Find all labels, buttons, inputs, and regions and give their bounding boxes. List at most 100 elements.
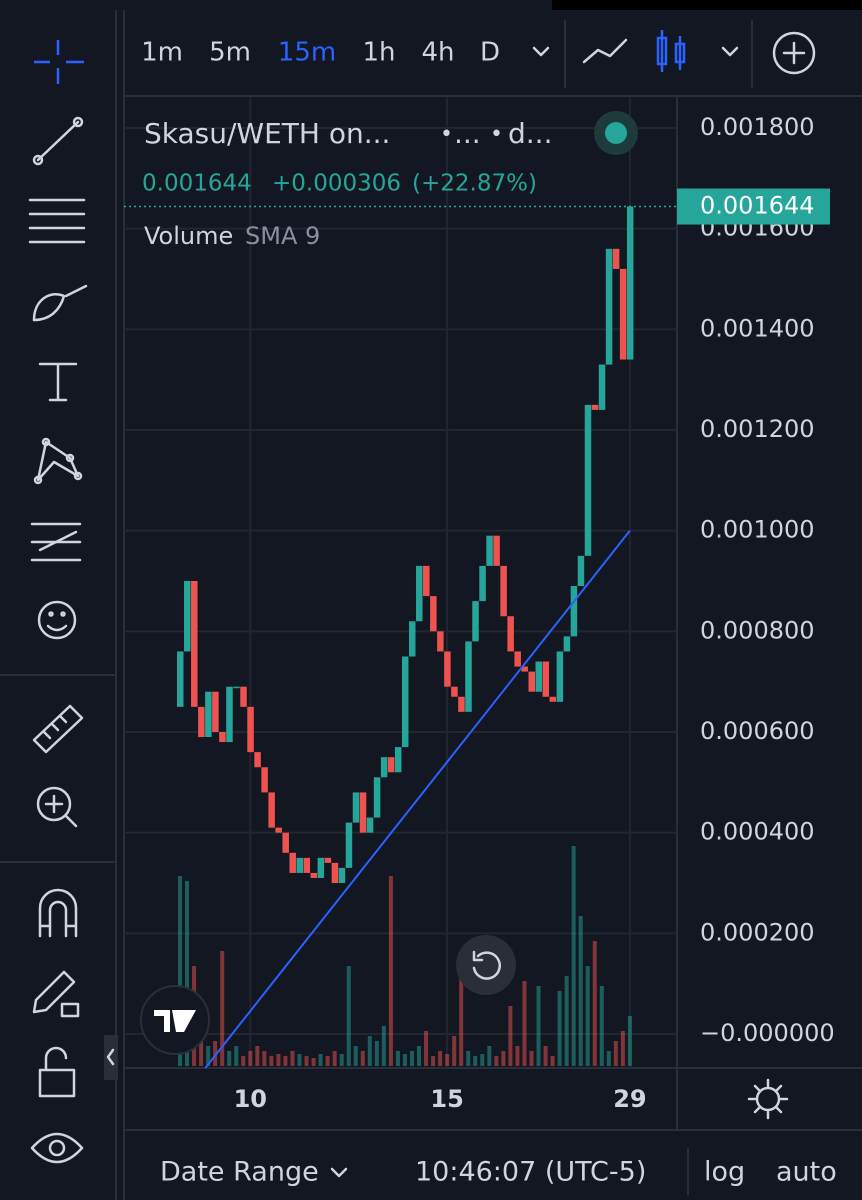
- date-range[interactable]: Date Range: [160, 1157, 319, 1188]
- separator: •: [490, 122, 503, 147]
- volume-bar: [276, 1054, 281, 1066]
- volume-bar: [339, 1054, 344, 1066]
- legend-change: +0.000306: [272, 171, 401, 197]
- symbol[interactable]: Skasu/WETH on...: [144, 117, 390, 150]
- fib-tool[interactable]: [28, 198, 86, 244]
- volume-bar: [220, 951, 225, 1066]
- collapse-handle[interactable]: [104, 1035, 118, 1080]
- candle-body: [324, 857, 332, 863]
- ruler-tool[interactable]: [32, 704, 84, 754]
- reset-button[interactable]: [456, 935, 516, 995]
- candle-body: [268, 792, 275, 828]
- volume-bar: [459, 971, 464, 1066]
- timeframe-button[interactable]: 15m: [278, 38, 336, 68]
- log-toggle[interactable]: log: [704, 1157, 745, 1188]
- candle-body: [507, 616, 514, 652]
- settings-button[interactable]: [747, 1078, 789, 1120]
- candle-body: [289, 852, 296, 873]
- candle-body: [345, 822, 353, 868]
- clock: 10:46:07 (UTC-5): [415, 1157, 646, 1188]
- volume-bar: [543, 1046, 548, 1066]
- forecast-tool[interactable]: [30, 522, 82, 562]
- brush-tool[interactable]: [32, 284, 88, 322]
- volume-bar: [346, 966, 351, 1066]
- date-range-menu[interactable]: [330, 1167, 348, 1178]
- left-toolbar: [28, 40, 118, 1164]
- volume-bar: [613, 1041, 618, 1066]
- timeframe-bar: 1m 5m 15m 1h 4h D: [141, 38, 500, 68]
- candle-body: [380, 757, 388, 778]
- crosshair-tool[interactable]: [34, 40, 84, 84]
- trendline: [204, 530, 631, 1069]
- candle-body: [233, 686, 240, 689]
- visibility-tool[interactable]: [30, 1132, 84, 1164]
- candle-body: [282, 832, 289, 853]
- price-label: −0.000000: [700, 1019, 835, 1047]
- chart-style-line[interactable]: [582, 38, 628, 64]
- volume-bar: [522, 981, 527, 1066]
- volume-bar: [578, 916, 583, 1066]
- volume-bar: [480, 1054, 485, 1066]
- volume-bar: [557, 991, 562, 1066]
- candle-body: [626, 206, 634, 360]
- candle-body: [408, 621, 416, 657]
- timeframe-button[interactable]: 1m: [141, 38, 183, 68]
- candle-body: [247, 706, 254, 753]
- lock-drawing-tool[interactable]: [32, 970, 80, 1018]
- candle-body: [352, 792, 360, 823]
- candle-body: [219, 732, 226, 743]
- indicator-name[interactable]: Volume: [144, 222, 233, 250]
- source: d...: [508, 117, 552, 150]
- timeframe-button[interactable]: 5m: [209, 38, 251, 68]
- volume-bar: [353, 1046, 358, 1066]
- trendline-tool[interactable]: [32, 116, 84, 166]
- volume-bar: [564, 976, 569, 1066]
- candle-body: [310, 872, 318, 878]
- candle-body: [479, 565, 486, 602]
- candle-body: [570, 586, 578, 637]
- volume-bar: [620, 1031, 625, 1066]
- text-tool[interactable]: [38, 362, 78, 402]
- timeframe-button[interactable]: 4h: [421, 38, 454, 68]
- emoji-tool[interactable]: [37, 600, 77, 640]
- volume-bar: [325, 1056, 330, 1066]
- volume-bar: [311, 1058, 316, 1066]
- tv-logo[interactable]: [140, 985, 210, 1055]
- zoom-tool[interactable]: [36, 786, 78, 828]
- volume-bar: [318, 1054, 323, 1066]
- pattern-tool[interactable]: [33, 437, 83, 485]
- candle-body: [423, 565, 430, 597]
- price-label: 0.000600: [700, 717, 815, 745]
- candle-body: [451, 686, 458, 697]
- volume-bar: [241, 1056, 246, 1066]
- magnet-tool[interactable]: [38, 888, 78, 938]
- legend-change-pct: (+22.87%): [412, 171, 537, 197]
- chart-style-candles[interactable]: [656, 30, 686, 72]
- volume-bar: [388, 876, 393, 1066]
- last-price-label: 0.001644: [700, 192, 815, 220]
- candle-body: [177, 651, 184, 707]
- volume-bar: [445, 1054, 450, 1066]
- timeframe-button[interactable]: D: [480, 38, 500, 68]
- candle-body: [430, 596, 437, 632]
- timeframe-button[interactable]: 1h: [362, 38, 395, 68]
- candle-body: [437, 631, 444, 652]
- timeframe-menu[interactable]: [532, 46, 550, 57]
- footer: Date Range 10:46:07 (UTC-5) log auto: [160, 1157, 837, 1188]
- volume-bar: [374, 1041, 379, 1066]
- style-menu[interactable]: [721, 46, 739, 57]
- time-label: 10: [234, 1085, 267, 1113]
- auto-toggle[interactable]: auto: [776, 1157, 837, 1188]
- price-label: 0.001400: [700, 314, 815, 342]
- unlock-tool[interactable]: [38, 1046, 76, 1098]
- add-indicator[interactable]: [772, 31, 816, 75]
- volume-bar: [297, 1054, 302, 1066]
- volume-bar: [234, 1046, 239, 1066]
- volume-bar: [438, 1051, 443, 1066]
- volume-bar: [494, 1056, 499, 1066]
- volume-bar: [283, 1056, 288, 1066]
- chart: 0.0018000.0016000.0014000.0012000.001000…: [124, 97, 835, 1113]
- volume-bar: [571, 846, 576, 1066]
- candle-body: [226, 686, 233, 743]
- price-label: 0.000800: [700, 616, 815, 644]
